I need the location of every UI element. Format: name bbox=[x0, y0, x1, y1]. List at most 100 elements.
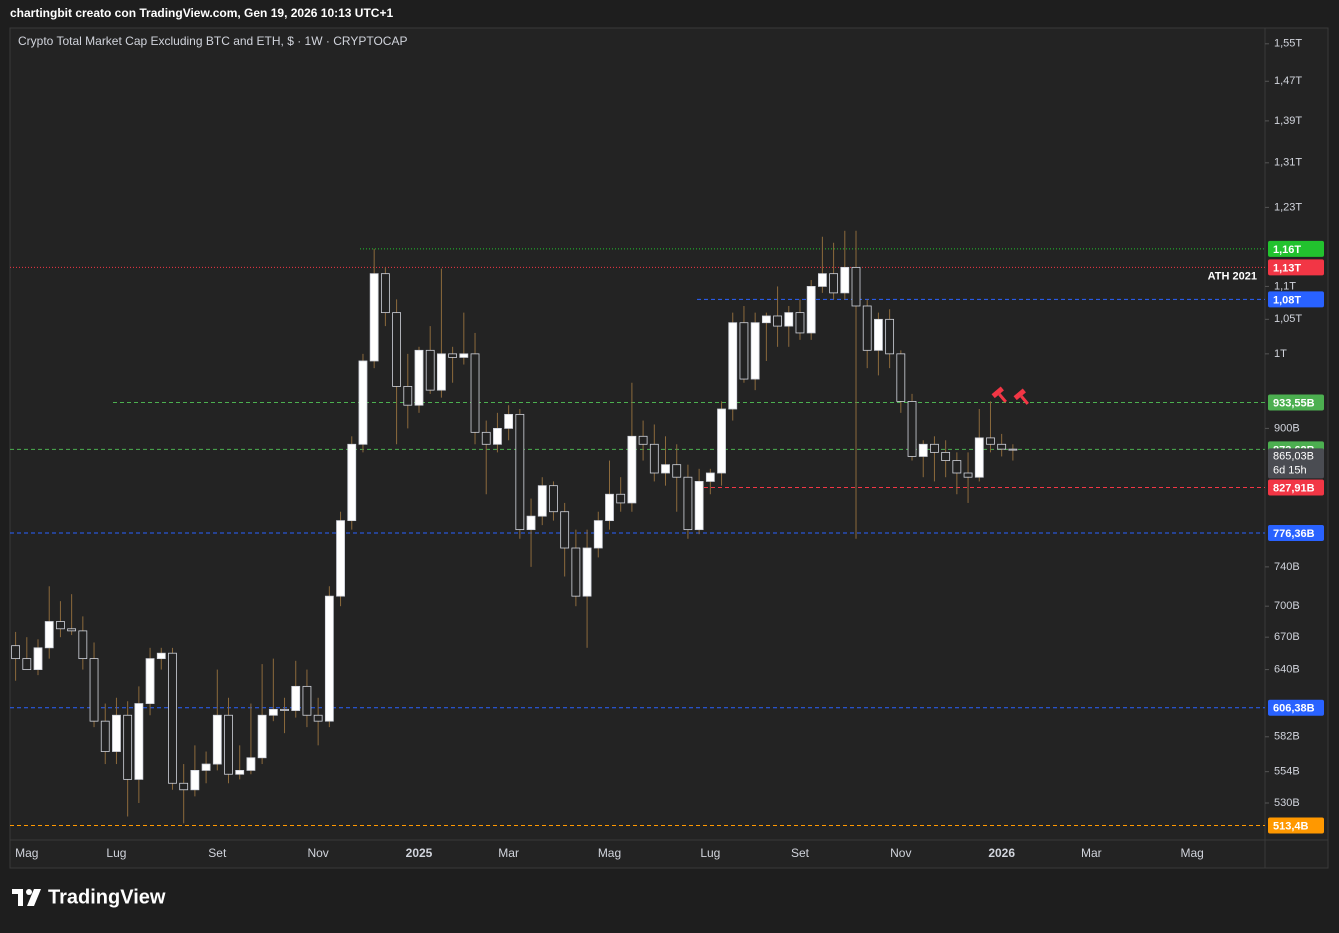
candle-body bbox=[694, 481, 704, 531]
candle-body bbox=[795, 312, 805, 334]
x-tick-label: Nov bbox=[890, 846, 911, 860]
candle-body bbox=[100, 720, 110, 752]
x-tick-label: Set bbox=[208, 846, 227, 860]
candle-body bbox=[44, 621, 54, 649]
candle-body bbox=[212, 714, 222, 765]
candle-body bbox=[739, 322, 749, 380]
candle-body bbox=[481, 431, 491, 445]
candle-body bbox=[952, 460, 962, 474]
candle-body bbox=[336, 520, 345, 597]
candle-body bbox=[997, 443, 1007, 450]
candle-body bbox=[829, 273, 838, 294]
candle-body bbox=[874, 318, 883, 351]
candle-body bbox=[851, 266, 861, 307]
candle-body bbox=[784, 312, 794, 327]
x-tick-label: Mar bbox=[498, 846, 519, 860]
price-marker-countdown: 6d 15h bbox=[1273, 464, 1307, 476]
candle-body bbox=[179, 782, 189, 791]
candle-body bbox=[1008, 448, 1018, 451]
candle-body bbox=[616, 493, 626, 504]
price-label-box bbox=[1268, 524, 1324, 541]
candle-body bbox=[448, 353, 458, 358]
logo-text: TradingView bbox=[48, 886, 166, 908]
y-tick-label: 530B bbox=[1274, 797, 1300, 809]
candle-body bbox=[493, 427, 502, 445]
y-tick-label: 740B bbox=[1274, 561, 1300, 573]
candle-body bbox=[112, 714, 121, 752]
candle-body bbox=[896, 353, 906, 402]
candle-body bbox=[201, 763, 211, 771]
x-tick-label: Mag bbox=[1180, 846, 1203, 860]
candle-body bbox=[683, 476, 693, 531]
candle-body bbox=[22, 658, 32, 670]
candle-body bbox=[33, 647, 43, 670]
y-tick-label: 700B bbox=[1274, 600, 1300, 612]
candle-body bbox=[661, 464, 670, 474]
candle-body bbox=[291, 685, 301, 711]
x-tick-label: 2026 bbox=[988, 846, 1015, 860]
candle-body bbox=[369, 273, 379, 362]
candle-body bbox=[403, 386, 413, 406]
candle-body bbox=[705, 472, 715, 482]
x-tick-label: Lug bbox=[106, 846, 126, 860]
candle-body bbox=[537, 485, 547, 517]
candle-body bbox=[728, 322, 738, 410]
candle-body bbox=[190, 770, 200, 791]
candle-body bbox=[918, 443, 928, 457]
x-tick-label: Mag bbox=[15, 846, 38, 860]
candle-body bbox=[78, 630, 88, 660]
candle-body bbox=[235, 770, 245, 775]
candle-body bbox=[123, 714, 133, 780]
candle-body bbox=[459, 353, 469, 358]
candle-body bbox=[571, 547, 581, 597]
plot bbox=[10, 230, 1265, 827]
candle-body bbox=[313, 714, 323, 722]
hammer-icon bbox=[991, 386, 1007, 403]
price-label: 827,91B bbox=[1273, 482, 1315, 494]
candle-body bbox=[963, 472, 973, 478]
price-marker-box bbox=[1268, 448, 1324, 479]
y-tick-label: 554B bbox=[1274, 766, 1300, 778]
y-tick-label: 1,23T bbox=[1274, 201, 1302, 213]
candle-body bbox=[246, 757, 256, 771]
price-marker-label: 865,03B bbox=[1273, 450, 1314, 462]
candle-body bbox=[840, 266, 850, 294]
candle-body bbox=[392, 312, 401, 387]
price-label: 1,13T bbox=[1273, 262, 1301, 274]
price-label: 776,36B bbox=[1273, 528, 1315, 540]
candle-body bbox=[986, 437, 995, 445]
logo-icon bbox=[12, 889, 41, 906]
candle-body bbox=[526, 515, 536, 531]
candle-body bbox=[347, 443, 357, 522]
candle-body bbox=[817, 273, 827, 287]
candle-body bbox=[89, 658, 99, 722]
candle-body bbox=[470, 353, 480, 433]
price-label: 933,55B bbox=[1273, 397, 1315, 409]
candle-body bbox=[515, 413, 525, 531]
price-label-box bbox=[1268, 259, 1324, 276]
candle-body bbox=[168, 652, 177, 784]
candle-body bbox=[862, 305, 872, 351]
y-tick-label: 1T bbox=[1274, 348, 1287, 360]
chart-title: Crypto Total Market Cap Excluding BTC an… bbox=[18, 34, 407, 48]
candle-body bbox=[907, 400, 917, 457]
candle-body bbox=[885, 318, 895, 355]
candle-body bbox=[717, 408, 726, 474]
candle-body bbox=[358, 360, 368, 445]
y-tick-label: 1,05T bbox=[1274, 313, 1302, 325]
x-tick-label: 2025 bbox=[406, 846, 433, 860]
price-label: 606,38B bbox=[1273, 703, 1315, 715]
candle-body bbox=[773, 315, 782, 327]
price-label-box bbox=[1268, 479, 1324, 496]
candle-body bbox=[750, 322, 760, 380]
candle-body bbox=[672, 464, 682, 478]
candle-body bbox=[627, 435, 637, 504]
y-tick-label: 1,39T bbox=[1274, 115, 1302, 127]
y-tick-label: 1,47T bbox=[1274, 75, 1302, 87]
candle-body bbox=[582, 547, 592, 597]
price-label-box bbox=[1268, 240, 1324, 257]
price-label-box bbox=[1268, 394, 1324, 411]
candle-body bbox=[425, 349, 435, 391]
